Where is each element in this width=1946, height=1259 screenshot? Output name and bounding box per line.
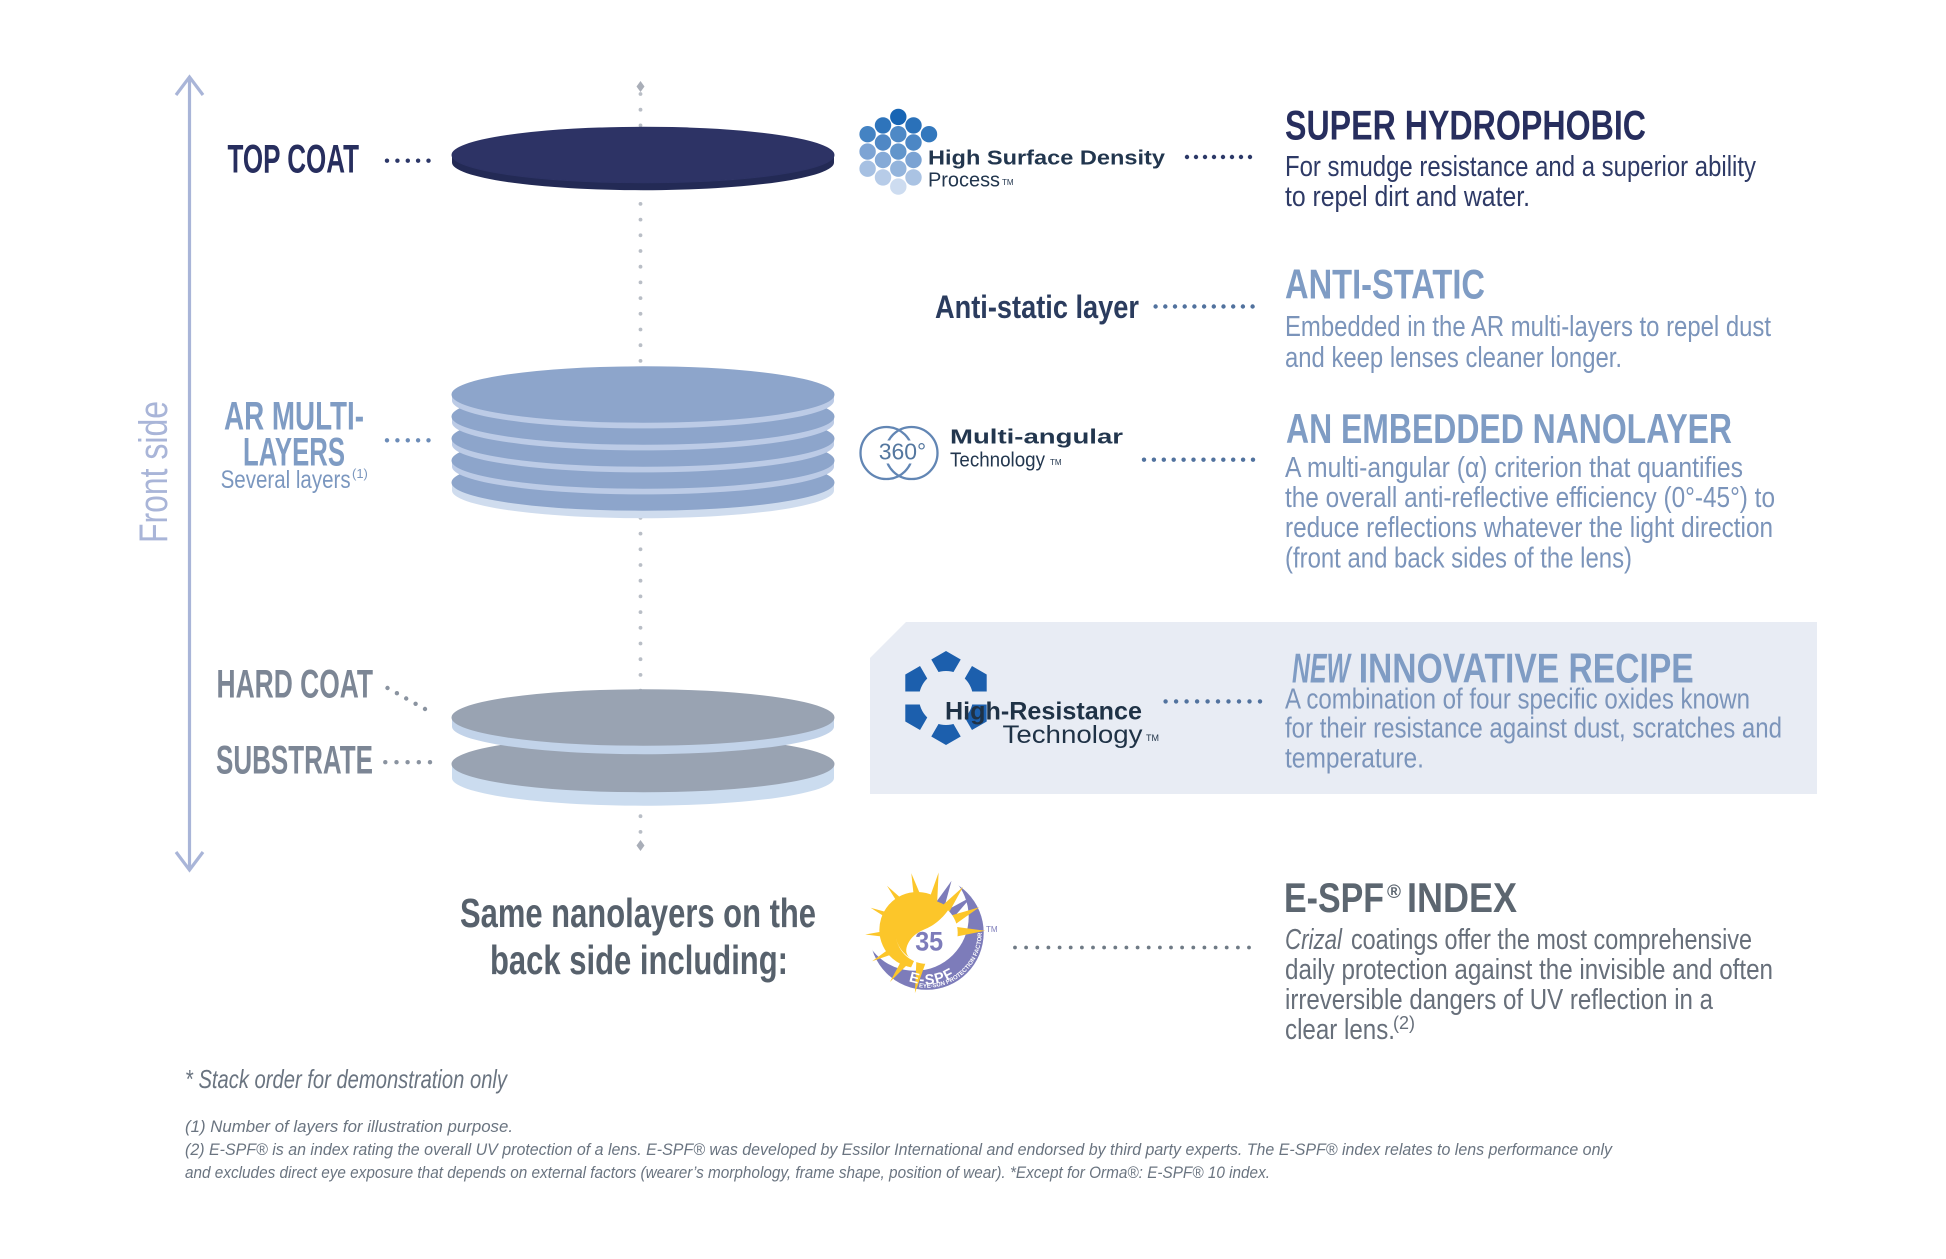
svg-text:INDEX: INDEX	[1407, 874, 1517, 921]
svg-text:back side including:: back side including:	[490, 937, 788, 983]
svg-text:A multi-angular (α) criterion: A multi-angular (α) criterion that quant…	[1285, 452, 1743, 484]
svg-text:Technology: Technology	[1003, 721, 1144, 749]
svg-text:Multi-angular: Multi-angular	[950, 427, 1123, 449]
svg-text:ANTI-STATIC: ANTI-STATIC	[1285, 261, 1485, 308]
svg-text:coatings offer the most compre: coatings offer the most comprehensive	[1351, 924, 1752, 956]
svg-text:HARD COAT: HARD COAT	[217, 662, 374, 706]
svg-text:and excludes direct eye exposu: and excludes direct eye exposure that de…	[185, 1164, 1270, 1182]
svg-text:irreversible dangers of UV ref: irreversible dangers of UV reflection in…	[1285, 984, 1714, 1016]
svg-text:INNOVATIVE RECIPE: INNOVATIVE RECIPE	[1359, 644, 1694, 691]
svg-text:SUPER HYDROPHOBIC: SUPER HYDROPHOBIC	[1285, 101, 1646, 148]
svg-text:Technology: Technology	[950, 450, 1045, 472]
svg-text:clear lens.: clear lens.	[1285, 1014, 1395, 1046]
svg-text:High Surface Density: High Surface Density	[928, 148, 1166, 170]
svg-text:to repel dirt and water.: to repel dirt and water.	[1285, 181, 1530, 213]
svg-text:Front side: Front side	[132, 401, 176, 543]
svg-text:SUBSTRATE: SUBSTRATE	[216, 739, 373, 783]
svg-text:360°: 360°	[879, 439, 927, 465]
svg-text:(2): (2)	[1393, 1013, 1415, 1033]
svg-text:Anti-static layer: Anti-static layer	[935, 289, 1139, 325]
svg-text:Same nanolayers on the: Same nanolayers on the	[460, 890, 816, 936]
svg-text:AR MULTI-: AR MULTI-	[224, 395, 364, 439]
svg-text:and keep lenses cleaner longer: and keep lenses cleaner longer.	[1285, 342, 1622, 374]
svg-text:* Stack order for demonstratio: * Stack order for demonstration only	[185, 1064, 509, 1094]
svg-text:TM: TM	[986, 925, 998, 934]
svg-text:High-Resistance: High-Resistance	[945, 698, 1142, 726]
svg-text:TM: TM	[1146, 733, 1159, 743]
svg-text:(1): (1)	[352, 466, 368, 481]
svg-text:Several layers: Several layers	[221, 466, 351, 494]
svg-text:Embedded in the AR multi-layer: Embedded in the AR multi-layers to repel…	[1285, 311, 1771, 343]
svg-text:daily protection against the i: daily protection against the invisible a…	[1285, 954, 1773, 986]
svg-text:35: 35	[915, 927, 943, 957]
svg-text:temperature.: temperature.	[1285, 742, 1424, 774]
svg-text:A combination of four specific: A combination of four specific oxides kn…	[1285, 684, 1750, 716]
svg-text:for their resistance against d: for their resistance against dust, scrat…	[1285, 712, 1782, 744]
svg-text:(1) Number of layers for illus: (1) Number of layers for illustration pu…	[185, 1118, 513, 1136]
svg-text:(front and back sides of the l: (front and back sides of the lens)	[1285, 543, 1632, 575]
svg-text:NEW: NEW	[1292, 644, 1352, 691]
svg-text:TM: TM	[1050, 458, 1062, 467]
svg-text:TM: TM	[1002, 178, 1014, 187]
svg-text:®: ®	[1387, 882, 1401, 903]
svg-text:LAYERS: LAYERS	[243, 430, 345, 474]
svg-text:E-SPF: E-SPF	[1284, 874, 1384, 921]
svg-text:For smudge resistance and a su: For smudge resistance and a superior abi…	[1285, 151, 1756, 183]
svg-text:Process: Process	[928, 170, 1000, 192]
svg-text:AN EMBEDDED NANOLAYER: AN EMBEDDED NANOLAYER	[1286, 405, 1732, 452]
svg-text:TOP COAT: TOP COAT	[228, 138, 360, 182]
svg-text:(2) E-SPF® is an index rating: (2) E-SPF® is an index rating the overal…	[185, 1141, 1614, 1159]
svg-text:the overall anti-reflective ef: the overall anti-reflective efficiency (…	[1285, 482, 1775, 514]
svg-text:Crizal: Crizal	[1285, 924, 1343, 956]
svg-text:reduce reflections whatever th: reduce reflections whatever the light di…	[1285, 512, 1773, 544]
